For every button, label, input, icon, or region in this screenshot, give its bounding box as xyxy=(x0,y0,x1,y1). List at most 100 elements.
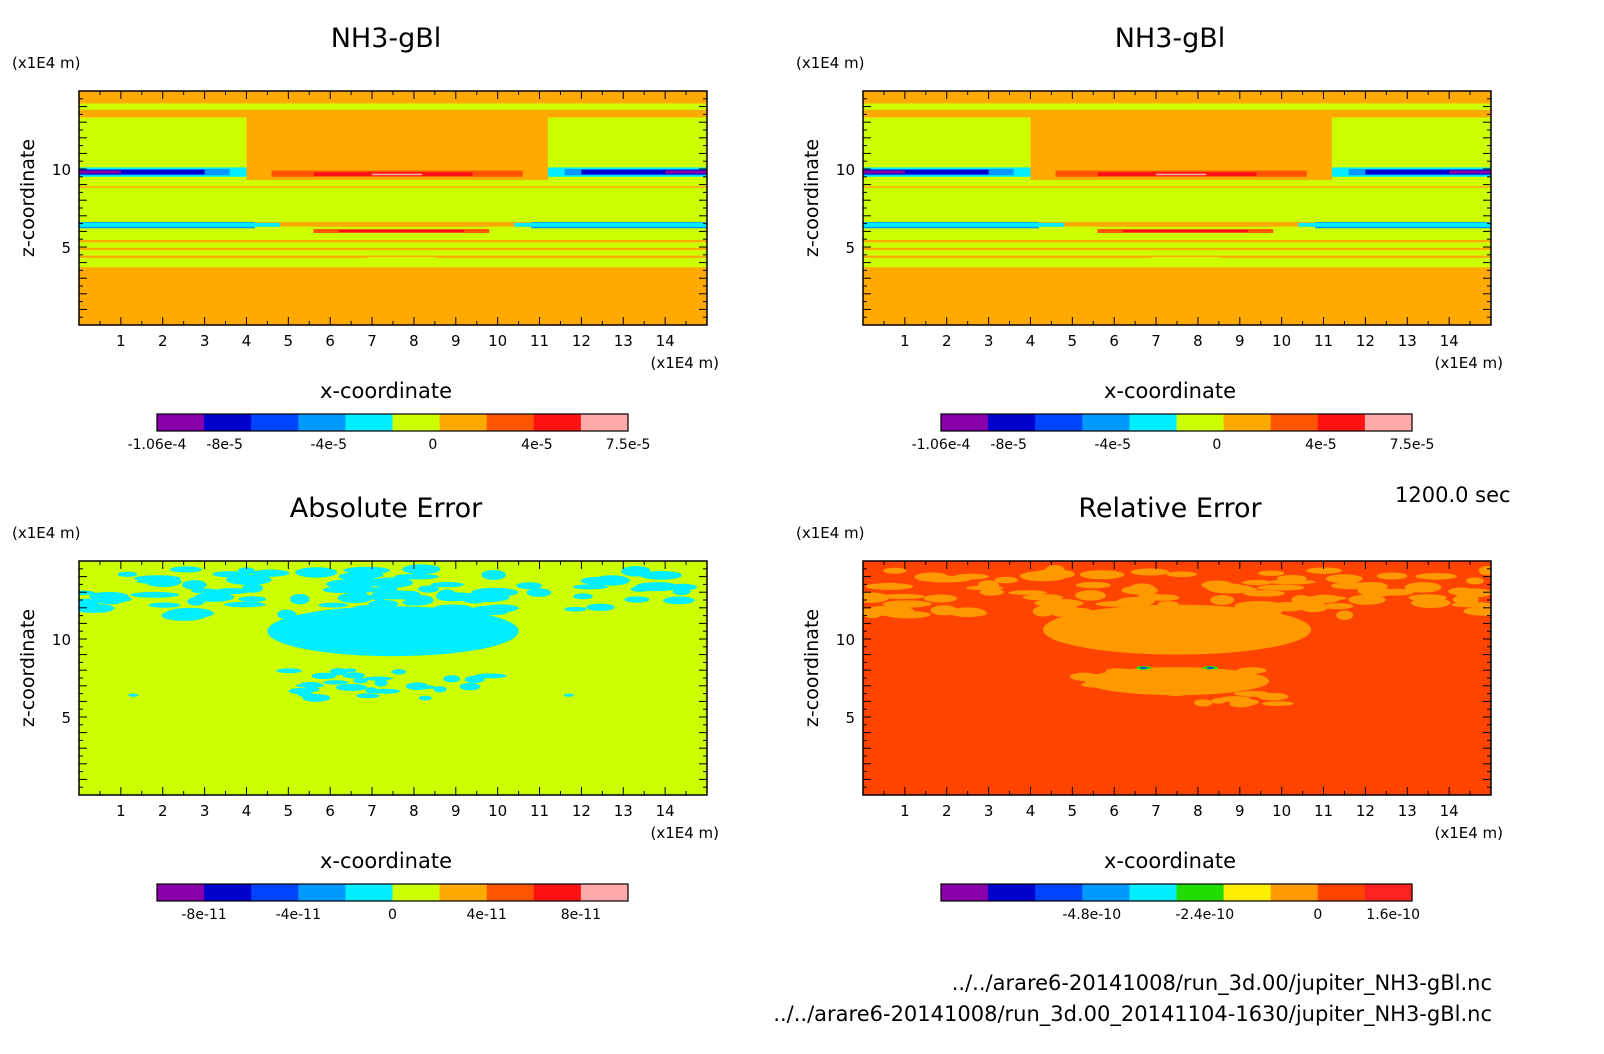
contour-band xyxy=(1156,173,1207,176)
error-patch xyxy=(573,593,593,600)
colorbar-tick-label: -8e-5 xyxy=(206,437,243,453)
error-patch xyxy=(337,592,373,604)
error-patch xyxy=(1034,598,1084,608)
error-patch xyxy=(194,592,234,602)
x-tick-label: 14 xyxy=(1440,802,1459,820)
x-tick-label: 11 xyxy=(1314,332,1333,350)
x-tick-label: 11 xyxy=(530,802,549,820)
colorbar-swatch xyxy=(1223,414,1272,431)
x-tick-label: 8 xyxy=(1193,332,1203,350)
colorbar-swatch xyxy=(1223,884,1272,901)
error-patch xyxy=(1193,699,1213,707)
source-file-a: ../../arare6-20141008/run_3d.00/jupiter_… xyxy=(951,971,1492,995)
y-axis-label: z-coordinate xyxy=(801,609,823,727)
colorbar-swatch xyxy=(486,884,535,901)
error-patch xyxy=(1180,680,1210,688)
y-axis-label: z-coordinate xyxy=(17,609,39,727)
error-patch xyxy=(1376,572,1408,580)
error-patch xyxy=(473,605,513,612)
error-patch xyxy=(318,602,349,608)
x-unit-label: (x1E4 m) xyxy=(1434,354,1503,372)
error-patch xyxy=(1186,685,1201,694)
colorbar-tick-label: 8e-11 xyxy=(561,907,601,923)
colorbar-tick-label: -4e-5 xyxy=(1094,437,1131,453)
error-patch xyxy=(563,693,574,697)
x-tick-label: 2 xyxy=(158,802,168,820)
x-tick-label: 5 xyxy=(284,802,294,820)
chart-title: Absolute Error xyxy=(290,493,483,524)
x-tick-label: 1 xyxy=(116,332,126,350)
colorbar-swatch xyxy=(1270,884,1319,901)
error-patch xyxy=(329,668,348,676)
y-tick-label: 10 xyxy=(52,631,71,649)
error-patch xyxy=(1206,666,1215,669)
error-patch xyxy=(413,611,442,618)
contour-band xyxy=(863,103,1491,110)
x-tick-label: 6 xyxy=(1109,802,1119,820)
x-tick-label: 5 xyxy=(284,332,294,350)
x-axis-label: x-coordinate xyxy=(1104,379,1236,403)
error-patch xyxy=(1121,585,1159,595)
source-file-b: ../../arare6-20141008/run_3d.00_20141104… xyxy=(773,1002,1492,1026)
error-patch xyxy=(586,603,615,611)
x-axis-label: x-coordinate xyxy=(320,849,452,873)
error-patch xyxy=(1079,570,1125,580)
x-tick-label: 7 xyxy=(367,802,377,820)
contour-line xyxy=(1147,264,1224,267)
error-patch xyxy=(1019,570,1068,582)
x-unit-label: (x1E4 m) xyxy=(1434,824,1503,842)
colorbar-tick-label: 4e-11 xyxy=(467,907,507,923)
colorbar-tick-label: 0 xyxy=(1313,907,1322,923)
x-tick-label: 8 xyxy=(409,802,419,820)
colorbar-swatch xyxy=(392,414,441,431)
error-patch xyxy=(962,611,988,617)
colorbar-swatch xyxy=(941,414,989,431)
x-tick-label: 5 xyxy=(1068,802,1078,820)
colorbar-swatch xyxy=(345,884,394,901)
error-patch xyxy=(295,683,325,688)
error-patch xyxy=(1306,567,1342,574)
colorbar-swatch xyxy=(1082,884,1130,901)
plot-area xyxy=(863,561,1491,795)
error-patch xyxy=(1022,594,1064,601)
error-patch xyxy=(1080,681,1111,688)
x-tick-label: 10 xyxy=(1272,802,1291,820)
error-patch xyxy=(1231,610,1265,619)
x-tick-label: 8 xyxy=(409,332,419,350)
x-tick-label: 13 xyxy=(614,802,633,820)
colorbar-tick-label: 4e-5 xyxy=(1305,437,1336,453)
error-patch xyxy=(238,567,255,575)
contour-band xyxy=(79,170,121,174)
error-patch xyxy=(170,566,202,573)
error-patch xyxy=(323,680,349,685)
x-unit-label: (x1E4 m) xyxy=(650,824,719,842)
colorbar-swatch xyxy=(1317,414,1366,431)
colorbar-swatch xyxy=(1129,884,1178,901)
x-tick-label: 1 xyxy=(900,332,910,350)
y-tick-label: 10 xyxy=(836,161,855,179)
colorbar-tick-label: -2.4e-10 xyxy=(1175,907,1234,923)
contour-band xyxy=(863,255,1491,258)
contour-band xyxy=(863,187,1491,223)
colorbar-swatch xyxy=(392,884,441,901)
contour-band xyxy=(581,169,707,175)
x-axis-label: x-coordinate xyxy=(1104,849,1236,873)
error-patch xyxy=(965,585,1004,591)
error-patch xyxy=(148,602,181,608)
contour-line xyxy=(370,250,433,253)
colorbar-tick-label: 7.5e-5 xyxy=(606,437,651,453)
error-patch xyxy=(573,584,608,590)
error-patch xyxy=(516,582,543,590)
error-patch xyxy=(335,683,368,691)
colorbar-tick-label: -4e-5 xyxy=(310,437,347,453)
colorbar-swatch xyxy=(486,414,535,431)
time-label: 1200.0 sec xyxy=(1395,483,1511,507)
error-patch xyxy=(474,673,507,679)
y-tick-label: 10 xyxy=(52,161,71,179)
colorbar-frame xyxy=(156,413,629,432)
colorbar-swatch xyxy=(157,884,205,901)
error-patch xyxy=(1210,595,1235,605)
error-patch xyxy=(1008,590,1048,595)
chart-panel: Absolute Error (x1E4 m) (x1E4 m) x-coordina… xyxy=(12,493,719,923)
contour-line xyxy=(363,264,440,267)
